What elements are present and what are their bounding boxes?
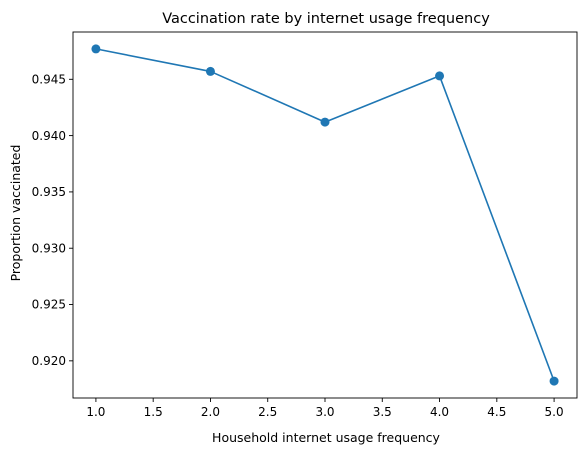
x-tick-label: 5.0 <box>545 405 564 419</box>
data-point <box>549 376 559 386</box>
x-tick-label: 2.5 <box>258 405 277 419</box>
data-point <box>91 44 101 54</box>
series-line <box>95 48 555 382</box>
x-tick-label: 3.5 <box>373 405 392 419</box>
x-tick-label: 1.5 <box>144 405 163 419</box>
plot-area: 1.0 1.5 2.0 2.5 3.0 3.5 4.0 4.5 5.0 0.920 0.925 0.9… <box>32 31 578 419</box>
y-tick-label: 0.920 <box>32 354 66 368</box>
plot-frame <box>72 31 578 399</box>
data-point <box>205 66 215 76</box>
chart-title: Vaccination rate by internet usage frequ… <box>162 11 490 27</box>
x-tick-label: 1.0 <box>86 405 105 419</box>
x-tick-label: 3.0 <box>315 405 334 419</box>
y-tick-label: 0.935 <box>32 185 66 199</box>
y-tick-label: 0.925 <box>32 298 66 312</box>
y-tick-label: 0.940 <box>32 129 66 143</box>
data-point <box>435 71 445 81</box>
y-tick-label: 0.930 <box>32 241 66 255</box>
x-tick-label: 4.0 <box>430 405 449 419</box>
y-tick-label: 0.945 <box>32 72 66 86</box>
y-axis-label: Proportion vaccinated <box>8 145 23 282</box>
x-tick-label: 4.5 <box>487 405 506 419</box>
x-tick-label: 2.0 <box>201 405 220 419</box>
x-axis-label: Household internet usage frequency <box>212 430 441 445</box>
data-point <box>320 117 330 127</box>
